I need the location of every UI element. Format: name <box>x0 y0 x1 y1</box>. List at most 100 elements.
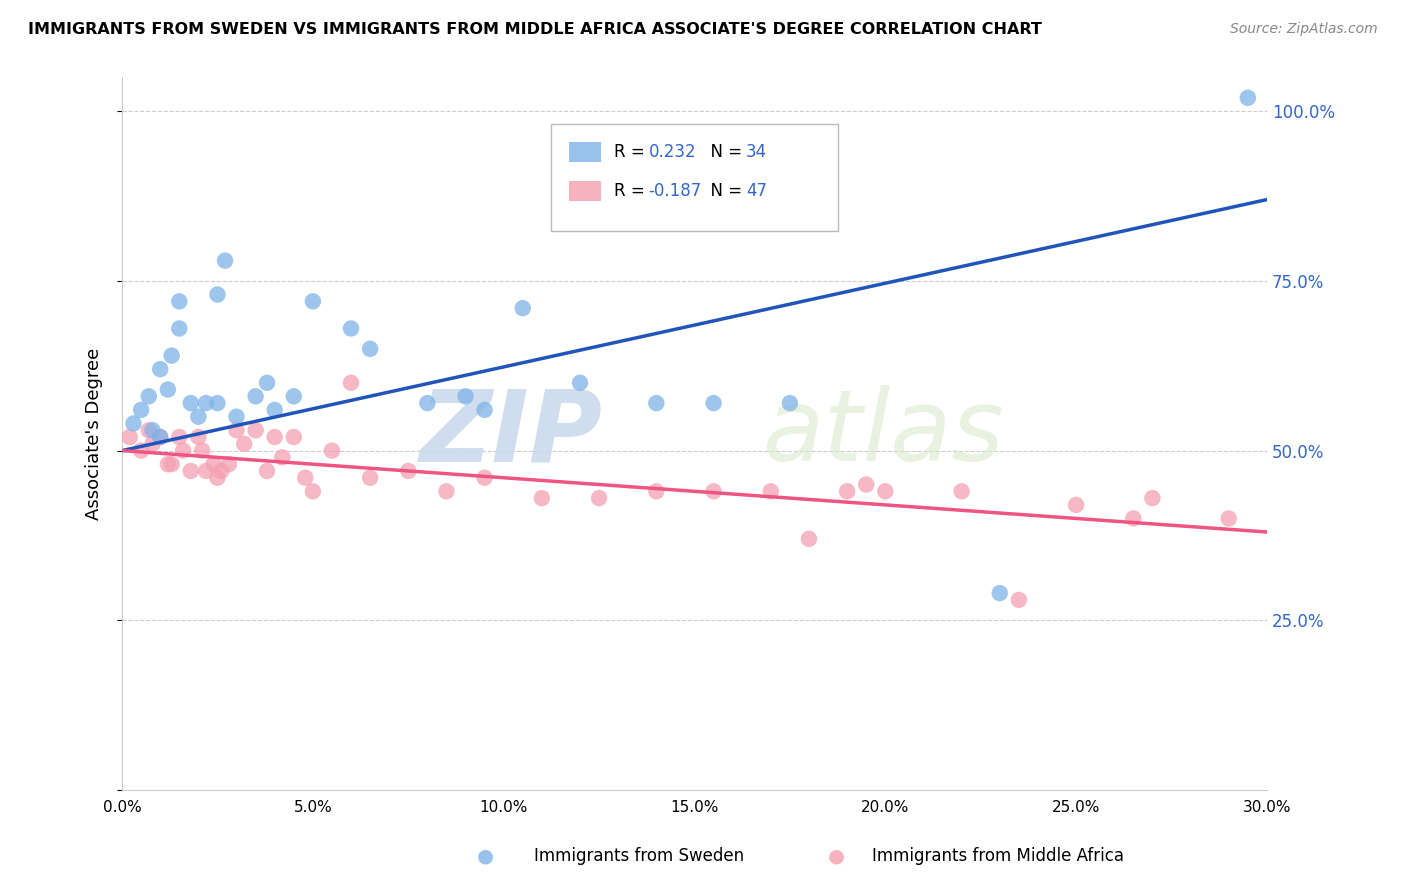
Point <box>271 450 294 465</box>
Point <box>588 491 610 505</box>
Point <box>142 423 165 437</box>
Text: 47: 47 <box>747 183 768 201</box>
Point <box>855 477 877 491</box>
Point <box>779 396 801 410</box>
Point <box>950 484 973 499</box>
Point <box>245 389 267 403</box>
Point <box>703 484 725 499</box>
Point <box>172 443 194 458</box>
Point <box>530 491 553 505</box>
Point <box>454 389 477 403</box>
Point <box>207 471 229 485</box>
Point <box>160 349 183 363</box>
Point <box>180 396 202 410</box>
Point <box>263 403 285 417</box>
Point <box>263 430 285 444</box>
Point <box>187 409 209 424</box>
Point <box>837 484 859 499</box>
FancyBboxPatch shape <box>568 181 600 202</box>
Point <box>474 471 496 485</box>
Point <box>1236 91 1258 105</box>
Point <box>302 294 325 309</box>
FancyBboxPatch shape <box>568 142 600 162</box>
Point <box>797 532 820 546</box>
Point <box>359 342 381 356</box>
Point <box>512 301 534 315</box>
Point <box>474 403 496 417</box>
Point <box>416 396 439 410</box>
Point <box>759 484 782 499</box>
Point <box>160 457 183 471</box>
Point <box>218 457 240 471</box>
Point <box>118 430 141 444</box>
Text: ●: ● <box>828 847 845 866</box>
Point <box>321 443 343 458</box>
Point <box>191 443 214 458</box>
Point <box>149 430 172 444</box>
Point <box>122 417 145 431</box>
Point <box>340 376 363 390</box>
Point <box>233 437 256 451</box>
Text: -0.187: -0.187 <box>648 183 702 201</box>
Y-axis label: Associate's Degree: Associate's Degree <box>86 348 103 520</box>
Point <box>396 464 419 478</box>
Point <box>214 253 236 268</box>
Point <box>988 586 1011 600</box>
Point <box>645 396 668 410</box>
Text: 0.232: 0.232 <box>648 144 696 161</box>
Point <box>202 457 225 471</box>
Point <box>142 437 165 451</box>
Point <box>156 457 179 471</box>
Text: Source: ZipAtlas.com: Source: ZipAtlas.com <box>1230 22 1378 37</box>
Point <box>645 484 668 499</box>
Point <box>359 471 381 485</box>
Text: ●: ● <box>477 847 494 866</box>
Point <box>207 396 229 410</box>
Point <box>569 376 592 390</box>
Text: 34: 34 <box>747 144 768 161</box>
Text: atlas: atlas <box>763 385 1005 483</box>
Point <box>169 294 191 309</box>
Point <box>703 396 725 410</box>
Point <box>1218 511 1240 525</box>
Point <box>169 430 191 444</box>
Point <box>195 396 218 410</box>
Point <box>1008 592 1031 607</box>
Point <box>340 321 363 335</box>
Point <box>283 389 305 403</box>
Point <box>294 471 316 485</box>
Text: R =: R = <box>614 144 651 161</box>
Point <box>156 383 179 397</box>
Point <box>256 376 278 390</box>
Point <box>245 423 267 437</box>
Point <box>209 464 232 478</box>
Text: Immigrants from Sweden: Immigrants from Sweden <box>534 847 744 865</box>
Point <box>256 464 278 478</box>
Text: N =: N = <box>700 144 748 161</box>
Point <box>1142 491 1164 505</box>
Point <box>283 430 305 444</box>
Point <box>195 464 218 478</box>
Point <box>187 430 209 444</box>
Point <box>149 362 172 376</box>
Point <box>149 430 172 444</box>
Point <box>225 409 247 424</box>
Point <box>207 287 229 301</box>
Point <box>138 389 160 403</box>
Point <box>180 464 202 478</box>
Point <box>169 321 191 335</box>
Point <box>436 484 458 499</box>
Point <box>875 484 897 499</box>
Point <box>129 443 152 458</box>
Point <box>225 423 247 437</box>
FancyBboxPatch shape <box>551 124 838 231</box>
Point <box>1122 511 1144 525</box>
Point <box>1064 498 1087 512</box>
Point <box>302 484 325 499</box>
Text: N =: N = <box>700 183 748 201</box>
Point <box>138 423 160 437</box>
Text: IMMIGRANTS FROM SWEDEN VS IMMIGRANTS FROM MIDDLE AFRICA ASSOCIATE'S DEGREE CORRE: IMMIGRANTS FROM SWEDEN VS IMMIGRANTS FRO… <box>28 22 1042 37</box>
Text: ZIP: ZIP <box>420 385 603 483</box>
Point <box>129 403 152 417</box>
Text: R =: R = <box>614 183 651 201</box>
